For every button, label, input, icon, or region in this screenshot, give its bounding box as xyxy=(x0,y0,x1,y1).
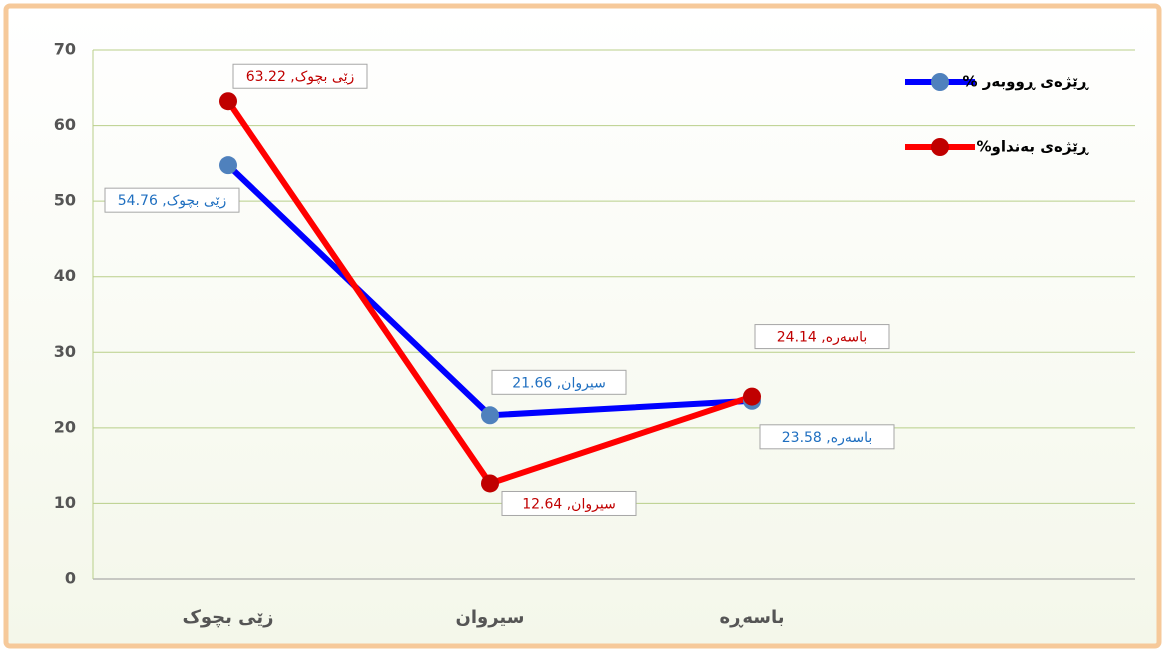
data-label: سیروان, 21.66 xyxy=(512,375,606,391)
y-tick-label: 60 xyxy=(54,115,76,134)
marker xyxy=(219,156,237,175)
data-label: زێی بچوک, 63.22 xyxy=(246,69,354,85)
data-label: باسەرە, 23.58 xyxy=(782,430,873,446)
y-tick-label: 50 xyxy=(54,191,76,210)
legend-marker xyxy=(931,73,949,91)
data-label: سیروان, 12.64 xyxy=(522,496,616,512)
plot: 0 10 20 30 40 50 60 70 زێی بچوک سیروان باسەڕە زێی ب… xyxy=(54,40,1135,628)
legend-label: ڕێژەی بەنداو% xyxy=(976,138,1089,156)
x-tick-label: زێی بچوک xyxy=(182,607,273,628)
marker xyxy=(219,92,237,111)
legend-marker xyxy=(931,138,949,156)
data-label: زێی بچوک, 54.76 xyxy=(118,193,226,209)
marker xyxy=(481,406,499,425)
y-tick-label: 20 xyxy=(54,417,76,436)
data-label-box xyxy=(232,63,368,89)
data-label: باسەرە, 24.14 xyxy=(777,330,868,346)
y-tick-label: 40 xyxy=(54,266,76,285)
data-label-box xyxy=(104,187,240,213)
data-label-box xyxy=(759,424,895,450)
y-tick-label: 10 xyxy=(54,493,76,512)
chart-frame xyxy=(3,3,1162,649)
y-tick-label: 0 xyxy=(65,569,76,588)
data-label-box xyxy=(491,369,627,395)
data-label-box xyxy=(754,324,890,350)
legend-label: ڕێژەی ڕووبەر % xyxy=(963,73,1090,91)
data-label-box xyxy=(501,490,637,516)
y-tick-label: 30 xyxy=(54,342,76,361)
marker xyxy=(743,387,761,406)
marker xyxy=(481,474,499,493)
x-tick-label: باسەڕە xyxy=(719,607,784,628)
y-tick-label: 70 xyxy=(54,40,76,59)
x-tick-label: سیروان xyxy=(456,607,525,628)
